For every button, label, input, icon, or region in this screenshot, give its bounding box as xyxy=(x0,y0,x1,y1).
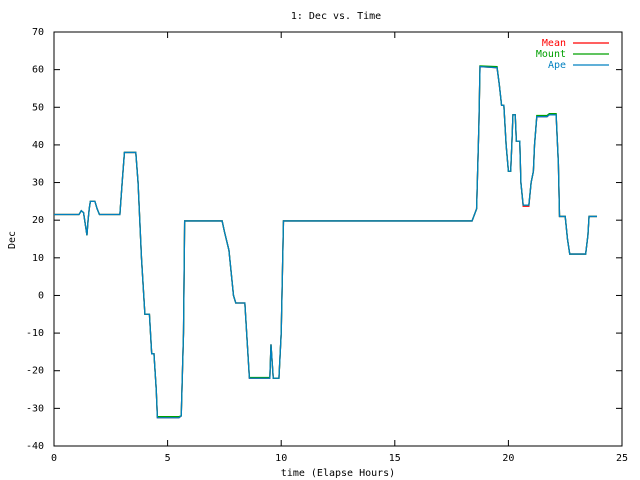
y-tick-label: -40 xyxy=(26,441,44,452)
plot-border xyxy=(53,31,623,447)
y-tick-label: 0 xyxy=(38,290,44,301)
x-axis-label: time (Elapse Hours) xyxy=(281,468,395,479)
y-tick-label: 20 xyxy=(32,215,44,226)
x-tick-label: 10 xyxy=(275,453,287,464)
y-tick-label: 50 xyxy=(32,102,44,113)
x-tick-label: 5 xyxy=(165,453,171,464)
x-tick-label: 0 xyxy=(51,453,57,464)
legend-label: Mount xyxy=(536,49,566,60)
x-tick-label: 20 xyxy=(502,453,514,464)
legend-label: Mean xyxy=(542,38,566,49)
y-tick-label: 30 xyxy=(32,178,44,189)
legend-label: Ape xyxy=(548,60,566,71)
y-tick-label: 70 xyxy=(32,27,44,38)
y-tick-label: 40 xyxy=(32,140,44,151)
y-tick-label: -10 xyxy=(26,328,44,339)
x-tick-label: 25 xyxy=(616,453,628,464)
y-tick-label: -30 xyxy=(26,403,44,414)
y-tick-label: 10 xyxy=(32,253,44,264)
y-tick-label: 60 xyxy=(32,65,44,76)
series-line xyxy=(54,65,598,419)
y-tick-label: -20 xyxy=(26,366,44,377)
x-tick-label: 15 xyxy=(389,453,401,464)
y-axis-label: Dec xyxy=(7,231,18,249)
chart-title: 1: Dec vs. Time xyxy=(291,11,381,22)
